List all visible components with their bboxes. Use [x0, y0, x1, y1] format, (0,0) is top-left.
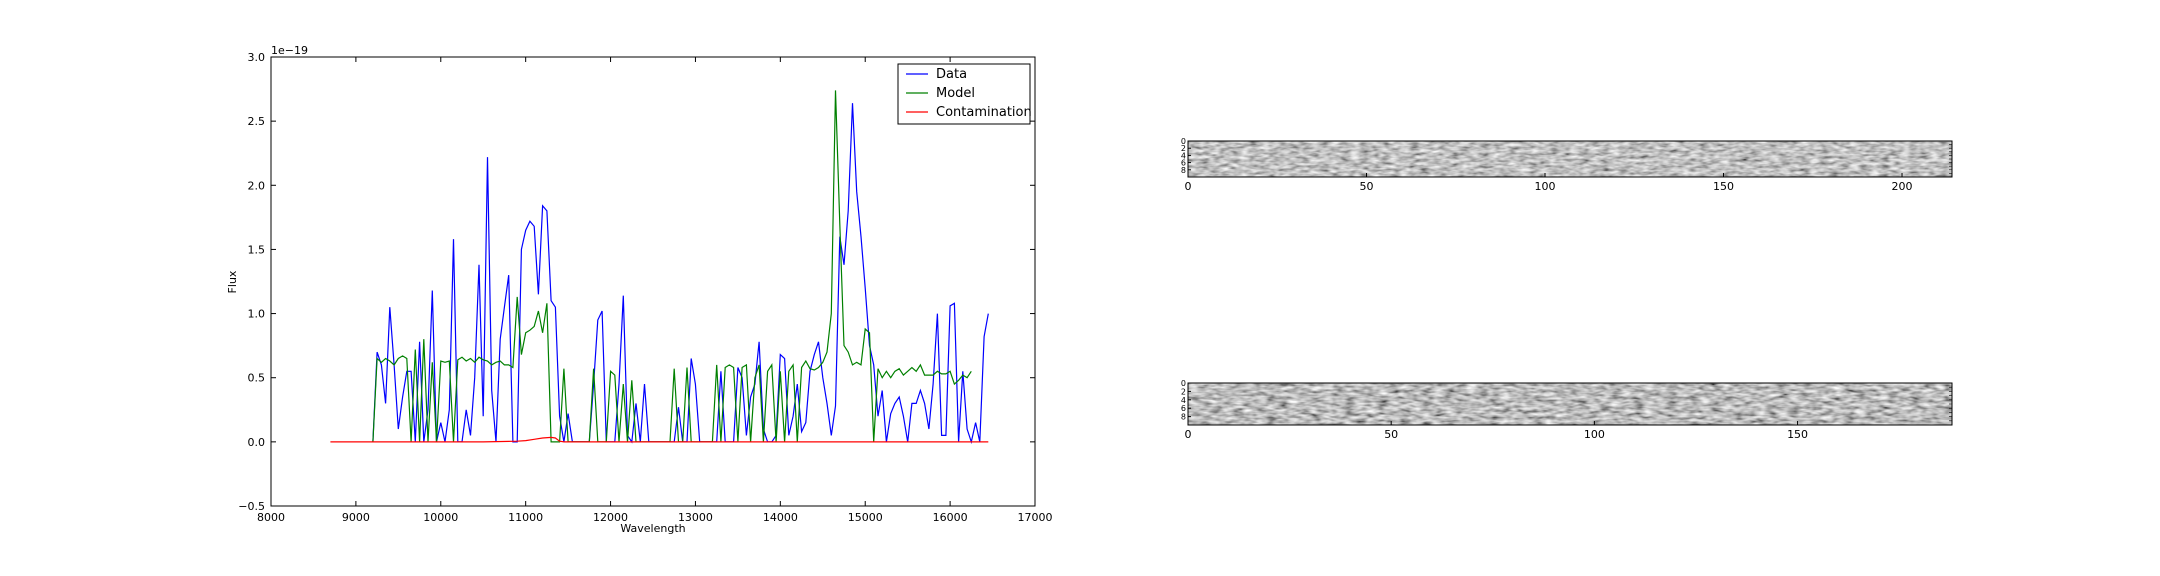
- image-y-tick-label: 6: [1181, 159, 1186, 168]
- image-x-tick-label: 150: [1713, 180, 1734, 193]
- spectrum-legend: Data Model Contamination: [897, 63, 1032, 125]
- image-y-tick-label: 2: [1181, 144, 1186, 153]
- spectrum-axes-frame: [270, 56, 1036, 507]
- x-tick-label: 9000: [342, 511, 370, 524]
- spectrum-y-axis-label: Flux: [226, 270, 239, 293]
- image-x-tick-label: 50: [1384, 428, 1398, 441]
- image-y-tick-label: 0: [1181, 379, 1186, 388]
- image-x-tick-label: 0: [1185, 428, 1192, 441]
- x-tick-label: 17000: [1018, 511, 1053, 524]
- image-y-tick-label: 4: [1181, 396, 1186, 405]
- image-bottom-pixels: [1188, 383, 1952, 425]
- y-tick-label: 0.0: [248, 436, 266, 449]
- image-x-tick-label: 100: [1584, 428, 1605, 441]
- y-tick-label: 2.0: [248, 179, 266, 192]
- legend-entry-data: Data: [906, 67, 967, 82]
- image-y-tick-label: 8: [1181, 166, 1186, 175]
- y-tick-label: 3.0: [248, 51, 266, 64]
- series-line-data: [372, 103, 989, 445]
- image-x-tick-label: 50: [1360, 180, 1374, 193]
- legend-entry-model: Model: [906, 86, 975, 101]
- image-y-tick-label: 8: [1181, 413, 1186, 422]
- image-x-tick-label: 0: [1185, 180, 1192, 193]
- image-y-tick-label: 2: [1181, 387, 1186, 396]
- y-tick-label: 2.5: [248, 115, 266, 128]
- series-line-contamination: [330, 436, 989, 443]
- x-tick-label: 12000: [593, 511, 628, 524]
- x-tick-label: 14000: [763, 511, 798, 524]
- image-y-tick-label: 4: [1181, 151, 1186, 160]
- spectrum-chart: 8000 9000 10000 11000 12000 13000 14000 15000 16…: [226, 44, 1053, 535]
- x-tick-label: 15000: [848, 511, 883, 524]
- image-x-tick-label: 200: [1892, 180, 1913, 193]
- image-x-tick-label: 100: [1535, 180, 1556, 193]
- image-y-tick-label: 6: [1181, 404, 1186, 413]
- y-tick-label: 0.5: [248, 372, 266, 385]
- legend-label-data: Data: [936, 67, 967, 82]
- spectrum-offset-text: 1e−19: [271, 44, 308, 57]
- x-tick-label: 11000: [508, 511, 543, 524]
- image-top-pixels: [1188, 141, 1952, 177]
- x-tick-label: 10000: [423, 511, 458, 524]
- spectrum-x-axis-label: Wavelength: [620, 522, 685, 535]
- image-x-tick-label: 150: [1787, 428, 1808, 441]
- x-tick-label: 16000: [933, 511, 968, 524]
- y-tick-label: 1.0: [248, 308, 266, 321]
- legend-label-contamination: Contamination: [936, 105, 1032, 120]
- legend-entry-contamination: Contamination: [906, 105, 1032, 120]
- x-tick-label: 8000: [257, 511, 285, 524]
- legend-label-model: Model: [936, 86, 975, 101]
- image-y-tick-label: 0: [1181, 137, 1186, 146]
- x-tick-label: 13000: [678, 511, 713, 524]
- legend-frame: [897, 63, 1031, 125]
- y-tick-label: −0.5: [238, 500, 265, 513]
- y-tick-label: 1.5: [248, 243, 266, 256]
- series-line-model: [372, 90, 972, 443]
